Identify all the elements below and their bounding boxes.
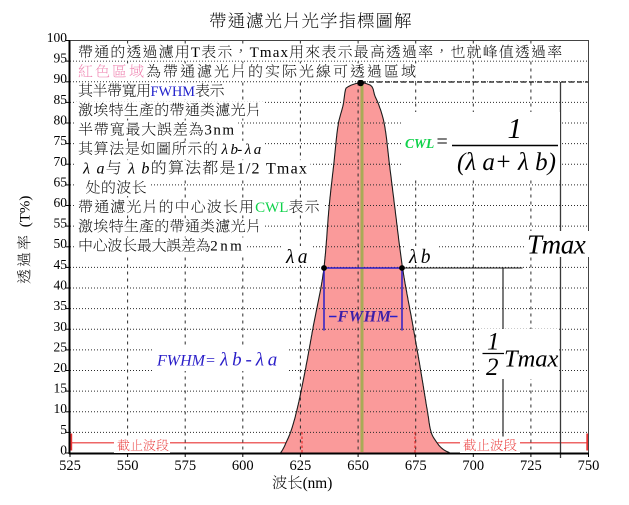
svg-text:30: 30 <box>54 319 68 334</box>
svg-text:50: 50 <box>54 236 68 251</box>
svg-text:675: 675 <box>405 458 427 474</box>
svg-text:90: 90 <box>54 71 68 86</box>
svg-text:CWL: CWL <box>255 200 288 216</box>
svg-text:T: T <box>191 45 201 61</box>
svg-text:525: 525 <box>59 458 81 474</box>
svg-text:1: 1 <box>487 329 500 356</box>
svg-text:CWL: CWL <box>405 136 434 151</box>
svg-text:70: 70 <box>54 154 68 169</box>
svg-text:20: 20 <box>54 360 68 375</box>
svg-text:FWHM: FWHM <box>151 84 196 100</box>
svg-text:Tmax: Tmax <box>504 346 559 373</box>
svg-text:2: 2 <box>486 354 499 381</box>
svg-text:725: 725 <box>520 458 542 474</box>
svg-text:85: 85 <box>54 92 68 107</box>
svg-text:1: 1 <box>508 113 523 145</box>
svg-text:60: 60 <box>54 195 68 210</box>
svg-text:=: = <box>437 131 448 153</box>
svg-text:Tmax: Tmax <box>250 45 290 61</box>
svg-text:(λ a+ λ b): (λ a+ λ b) <box>457 149 556 176</box>
svg-text:Tmax: Tmax <box>527 230 586 260</box>
svg-text:(T%): (T%) <box>18 196 34 231</box>
svg-text:45: 45 <box>54 257 68 272</box>
svg-text:600: 600 <box>232 458 254 474</box>
svg-text:λ b: λ b <box>408 247 431 268</box>
svg-text:10: 10 <box>54 401 68 416</box>
svg-text:25: 25 <box>54 339 68 354</box>
svg-text:75: 75 <box>54 133 68 148</box>
svg-text:λ a: λ a <box>285 247 308 268</box>
svg-text:λ b- λ a: λ b- λ a <box>218 142 260 158</box>
svg-text:575: 575 <box>174 458 196 474</box>
svg-text:FWHM: FWHM <box>337 309 392 326</box>
svg-text:5: 5 <box>60 422 67 437</box>
svg-text:40: 40 <box>54 278 68 293</box>
svg-text:λ b: λ b <box>123 160 151 177</box>
svg-text:80: 80 <box>54 113 68 128</box>
svg-text:15: 15 <box>54 381 68 396</box>
svg-text:65: 65 <box>54 174 68 189</box>
svg-text:100: 100 <box>47 30 68 45</box>
svg-text:λ a: λ a <box>78 160 106 177</box>
svg-text:λ b - λ a: λ b - λ a <box>216 350 277 371</box>
svg-text:750: 750 <box>578 458 600 474</box>
svg-text:55: 55 <box>54 216 68 231</box>
svg-text:FWHM=: FWHM= <box>156 353 216 370</box>
svg-text:625: 625 <box>290 458 312 474</box>
svg-text:550: 550 <box>117 458 139 474</box>
svg-text:(nm): (nm) <box>303 475 333 492</box>
svg-text:700: 700 <box>462 458 484 474</box>
svg-text:35: 35 <box>54 298 68 313</box>
svg-text:95: 95 <box>54 51 68 66</box>
svg-text:1/2 Tmax: 1/2 Tmax <box>237 160 308 177</box>
svg-text:3nm: 3nm <box>204 123 235 139</box>
svg-text:0: 0 <box>60 443 67 458</box>
svg-text:2nm: 2nm <box>210 239 244 255</box>
svg-text:650: 650 <box>347 458 369 474</box>
